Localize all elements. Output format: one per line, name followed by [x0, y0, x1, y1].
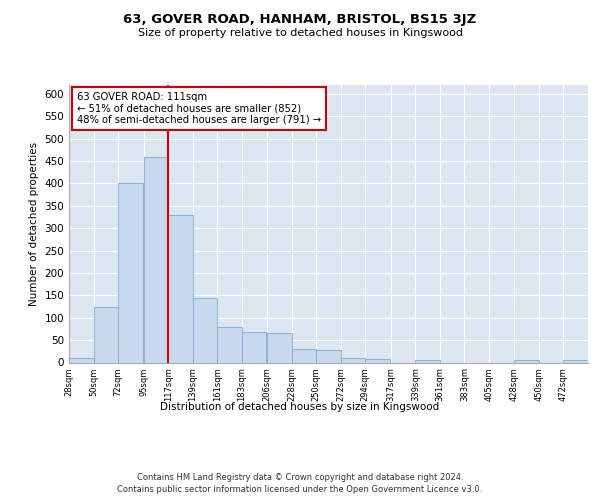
Bar	[415, 360, 440, 362]
Bar	[143, 156, 168, 362]
Text: Contains public sector information licensed under the Open Government Licence v3: Contains public sector information licen…	[118, 485, 482, 494]
Bar	[193, 298, 217, 362]
Bar	[514, 360, 539, 362]
Text: 63 GOVER ROAD: 111sqm
← 51% of detached houses are smaller (852)
48% of semi-det: 63 GOVER ROAD: 111sqm ← 51% of detached …	[77, 92, 321, 125]
Bar	[168, 215, 193, 362]
Bar	[217, 326, 242, 362]
Bar	[118, 184, 143, 362]
Text: Contains HM Land Registry data © Crown copyright and database right 2024.: Contains HM Land Registry data © Crown c…	[137, 472, 463, 482]
Bar	[94, 306, 118, 362]
Bar	[316, 350, 341, 362]
Text: Distribution of detached houses by size in Kingswood: Distribution of detached houses by size …	[160, 402, 440, 412]
Bar	[365, 359, 390, 362]
Bar	[242, 332, 266, 362]
Bar	[563, 360, 588, 362]
Text: Size of property relative to detached houses in Kingswood: Size of property relative to detached ho…	[137, 28, 463, 38]
Bar	[341, 358, 365, 362]
Bar	[292, 349, 316, 362]
Y-axis label: Number of detached properties: Number of detached properties	[29, 142, 39, 306]
Bar	[69, 358, 94, 362]
Text: 63, GOVER ROAD, HANHAM, BRISTOL, BS15 3JZ: 63, GOVER ROAD, HANHAM, BRISTOL, BS15 3J…	[124, 12, 476, 26]
Bar	[267, 334, 292, 362]
